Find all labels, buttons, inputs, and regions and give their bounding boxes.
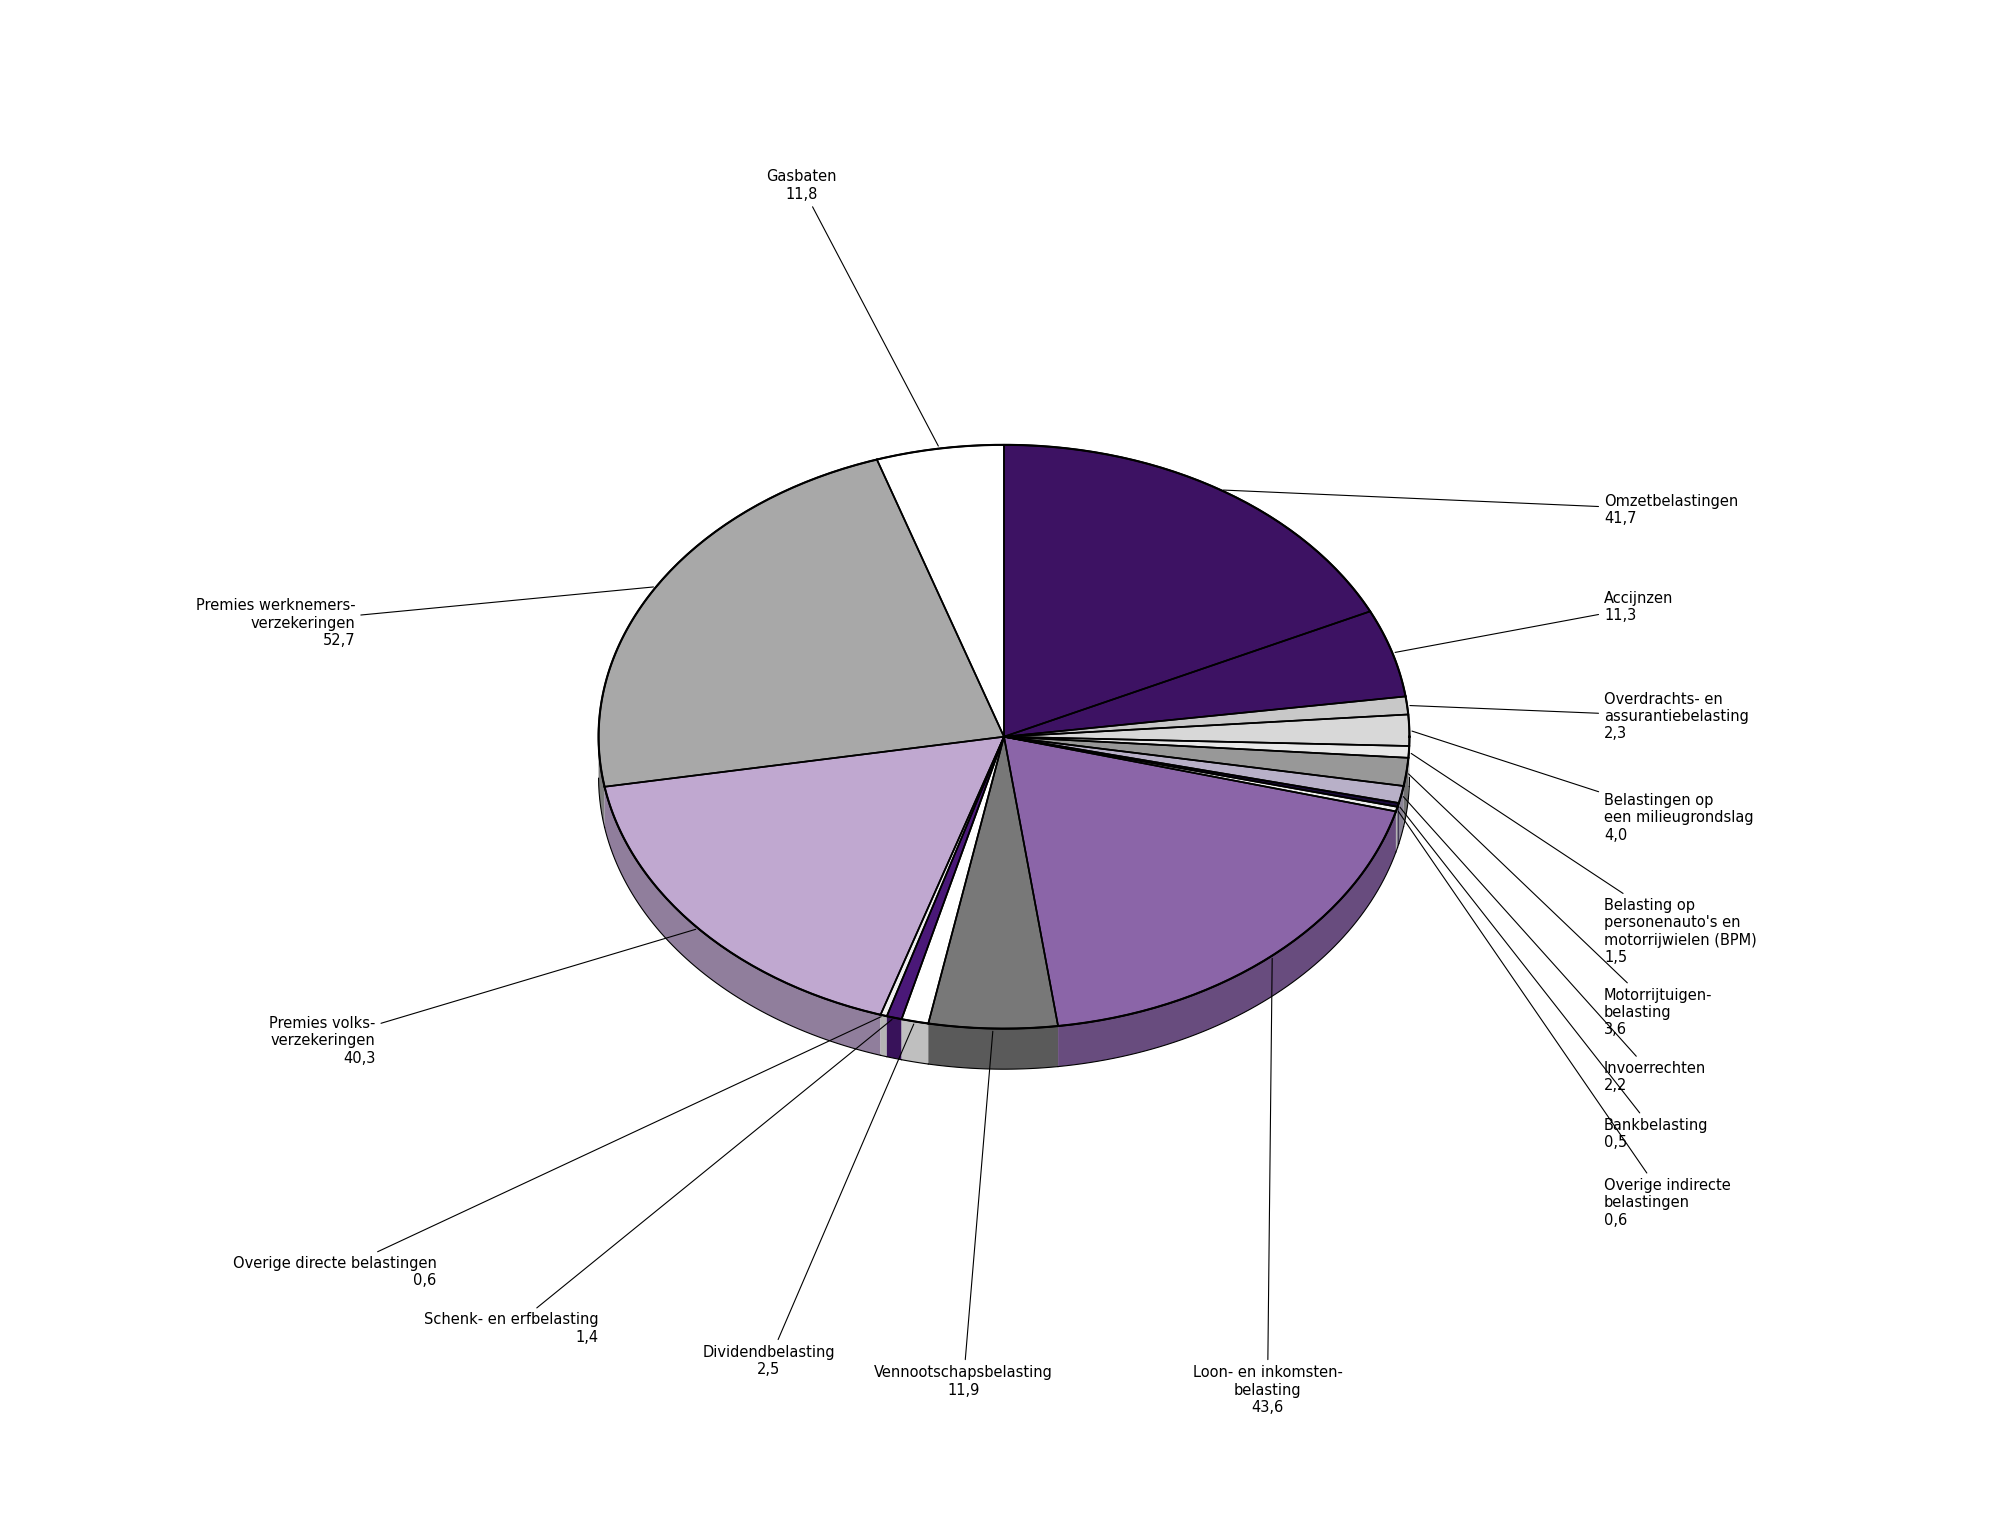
Polygon shape — [877, 445, 1004, 737]
Polygon shape — [881, 1014, 887, 1057]
Polygon shape — [1004, 445, 1369, 737]
Polygon shape — [1058, 812, 1395, 1066]
Text: Motorrijtuigen-
belasting
3,6: Motorrijtuigen- belasting 3,6 — [1407, 774, 1712, 1037]
Polygon shape — [1004, 737, 1399, 807]
Polygon shape — [927, 737, 1058, 1028]
Text: Loon- en inkomsten-
belasting
43,6: Loon- en inkomsten- belasting 43,6 — [1192, 958, 1343, 1416]
Polygon shape — [598, 460, 1004, 787]
Text: Schenk- en erfbelasting
1,4: Schenk- en erfbelasting 1,4 — [423, 1019, 891, 1344]
Text: Vennootschapsbelasting
11,9: Vennootschapsbelasting 11,9 — [873, 1031, 1052, 1397]
Polygon shape — [1004, 737, 1403, 802]
Text: Belasting op
personenauto's en
motorrijwielen (BPM)
1,5: Belasting op personenauto's en motorrijw… — [1411, 754, 1756, 964]
Polygon shape — [598, 737, 604, 827]
Polygon shape — [1004, 737, 1397, 812]
Text: Bankbelasting
0,5: Bankbelasting 0,5 — [1399, 807, 1708, 1151]
Polygon shape — [1004, 737, 1395, 1026]
Text: Invoerrechten
2,2: Invoerrechten 2,2 — [1403, 796, 1706, 1093]
Text: Gasbaten
11,8: Gasbaten 11,8 — [765, 170, 937, 447]
Polygon shape — [1399, 786, 1403, 843]
Polygon shape — [1403, 759, 1407, 827]
Text: Dividendbelasting
2,5: Dividendbelasting 2,5 — [702, 1023, 913, 1378]
Text: Belastingen op
een milieugrondslag
4,0: Belastingen op een milieugrondslag 4,0 — [1411, 731, 1752, 843]
Polygon shape — [604, 787, 881, 1055]
Polygon shape — [1004, 715, 1409, 746]
Text: Premies werknemers-
verzekeringen
52,7: Premies werknemers- verzekeringen 52,7 — [195, 587, 652, 648]
Text: Overige directe belastingen
0,6: Overige directe belastingen 0,6 — [233, 1017, 881, 1288]
Polygon shape — [901, 737, 1004, 1023]
Polygon shape — [1004, 696, 1407, 737]
Polygon shape — [1004, 737, 1407, 786]
Polygon shape — [604, 737, 1004, 1014]
Polygon shape — [1004, 737, 1409, 759]
Polygon shape — [887, 737, 1004, 1019]
Polygon shape — [887, 1016, 901, 1060]
Text: Premies volks-
verzekeringen
40,3: Premies volks- verzekeringen 40,3 — [269, 930, 694, 1066]
Text: Accijnzen
11,3: Accijnzen 11,3 — [1395, 590, 1672, 653]
Text: Omzetbelastingen
41,7: Omzetbelastingen 41,7 — [1222, 491, 1738, 525]
Polygon shape — [1004, 612, 1405, 737]
Polygon shape — [901, 1019, 927, 1064]
Polygon shape — [881, 737, 1004, 1016]
Text: Overdrachts- en
assurantiebelasting
2,3: Overdrachts- en assurantiebelasting 2,3 — [1409, 692, 1748, 742]
Text: Overige indirecte
belastingen
0,6: Overige indirecte belastingen 0,6 — [1397, 812, 1730, 1228]
Polygon shape — [927, 1023, 1058, 1069]
